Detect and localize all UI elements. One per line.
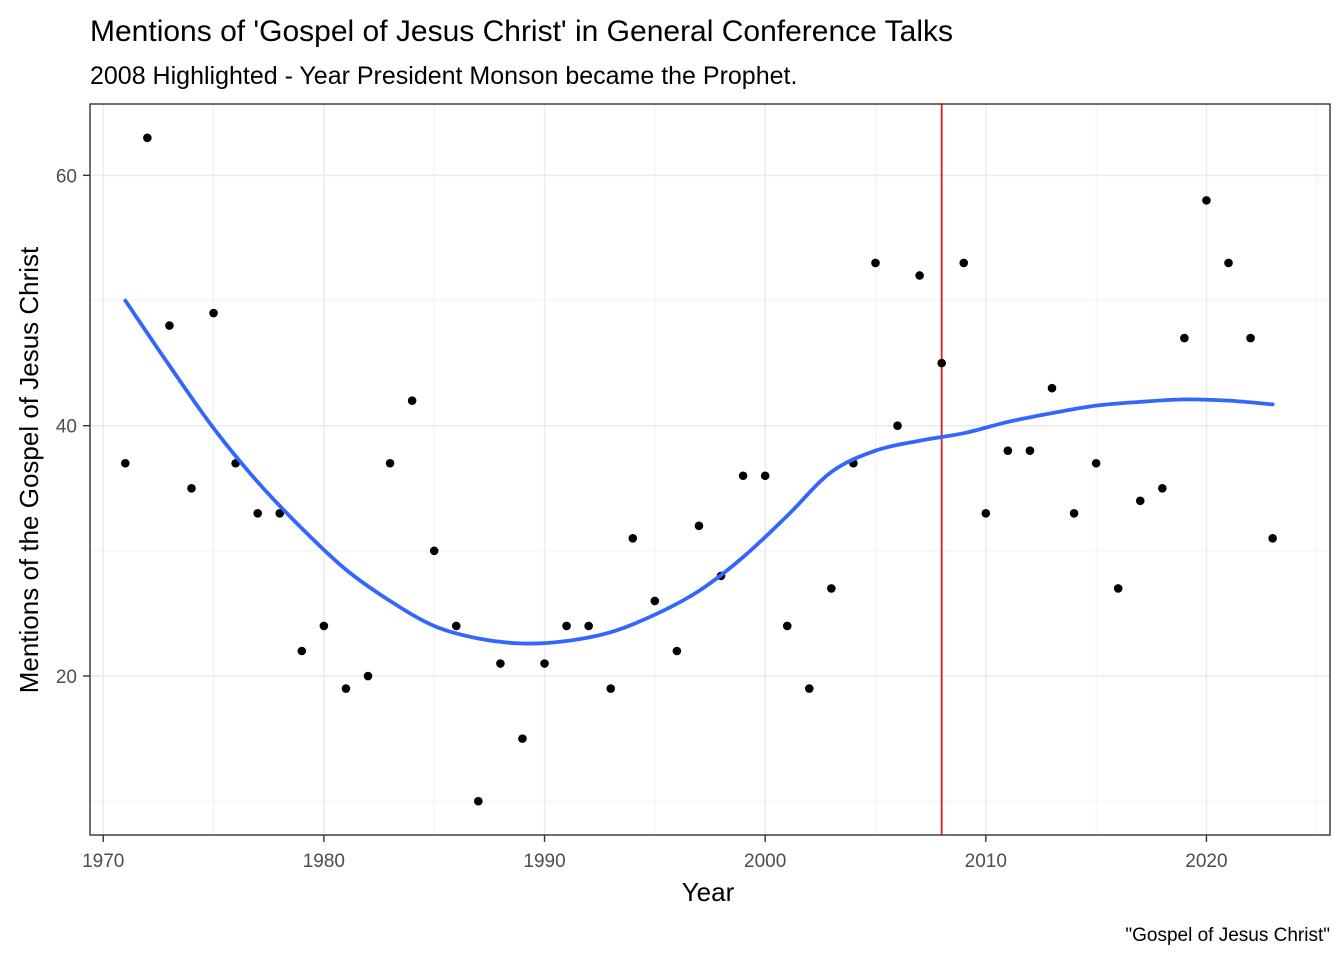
data-point xyxy=(959,258,969,268)
data-point xyxy=(827,584,836,593)
x-tick-label: 2000 xyxy=(744,851,786,872)
data-point xyxy=(915,271,924,280)
data-point xyxy=(451,621,461,631)
data-point xyxy=(937,358,946,368)
data-point xyxy=(518,734,527,743)
y-tick-label: 40 xyxy=(56,417,77,438)
data-point xyxy=(981,509,991,518)
data-point xyxy=(187,483,196,493)
chart-subtitle: 2008 Highlighted - Year President Monson… xyxy=(90,62,797,90)
data-point xyxy=(540,659,549,668)
data-point xyxy=(253,509,262,518)
x-tick-label: 2010 xyxy=(965,851,1007,872)
data-point xyxy=(165,321,174,330)
data-point xyxy=(1246,333,1255,343)
data-point xyxy=(1025,446,1035,456)
x-tick-label: 1970 xyxy=(82,851,124,872)
data-point xyxy=(1113,584,1123,593)
x-tick-label: 2020 xyxy=(1185,851,1227,872)
data-point xyxy=(121,458,130,468)
data-point xyxy=(1202,196,1211,205)
data-point xyxy=(297,646,307,656)
data-point xyxy=(474,796,483,806)
data-point xyxy=(672,646,682,656)
data-point xyxy=(407,396,417,405)
data-point xyxy=(275,509,285,518)
data-point xyxy=(650,596,660,606)
x-axis-title: Year xyxy=(682,877,735,907)
data-point xyxy=(363,671,373,681)
data-point xyxy=(804,684,814,693)
data-point xyxy=(760,471,770,481)
data-points xyxy=(121,133,1277,806)
data-point xyxy=(584,621,593,631)
data-point xyxy=(1268,534,1277,543)
data-point xyxy=(1091,458,1101,468)
data-point xyxy=(429,546,439,556)
data-point xyxy=(1003,446,1013,456)
y-axis-title: Mentions of the Gospel of Jesus Christ xyxy=(14,246,44,693)
data-point xyxy=(694,521,704,531)
data-point xyxy=(341,684,351,693)
panel-border xyxy=(89,103,1331,836)
data-point xyxy=(319,621,329,631)
smooth-trend-line xyxy=(123,298,1275,646)
smooth-line-group xyxy=(123,298,1275,646)
data-point xyxy=(562,621,571,631)
data-point xyxy=(496,659,505,668)
x-tick-label: 1990 xyxy=(523,851,565,872)
data-point xyxy=(1069,509,1079,518)
data-point xyxy=(628,534,638,543)
data-point xyxy=(871,258,880,268)
data-point xyxy=(738,471,748,481)
data-point xyxy=(385,458,395,468)
data-point xyxy=(606,684,616,693)
data-point xyxy=(143,133,152,143)
data-point xyxy=(1047,383,1057,393)
chart-title: Mentions of 'Gospel of Jesus Christ' in … xyxy=(90,15,953,48)
data-point xyxy=(893,421,902,430)
data-point xyxy=(1180,333,1189,343)
data-point xyxy=(782,621,792,631)
y-tick-label: 20 xyxy=(56,667,77,688)
data-point xyxy=(1135,496,1145,506)
caption: "Gospel of Jesus Christ" xyxy=(1125,925,1330,946)
gridlines xyxy=(90,104,1330,835)
x-tick-label: 1980 xyxy=(303,851,345,872)
data-point xyxy=(1158,483,1167,493)
data-point xyxy=(1224,258,1233,268)
data-point xyxy=(209,308,218,318)
y-tick-label: 60 xyxy=(56,166,77,187)
